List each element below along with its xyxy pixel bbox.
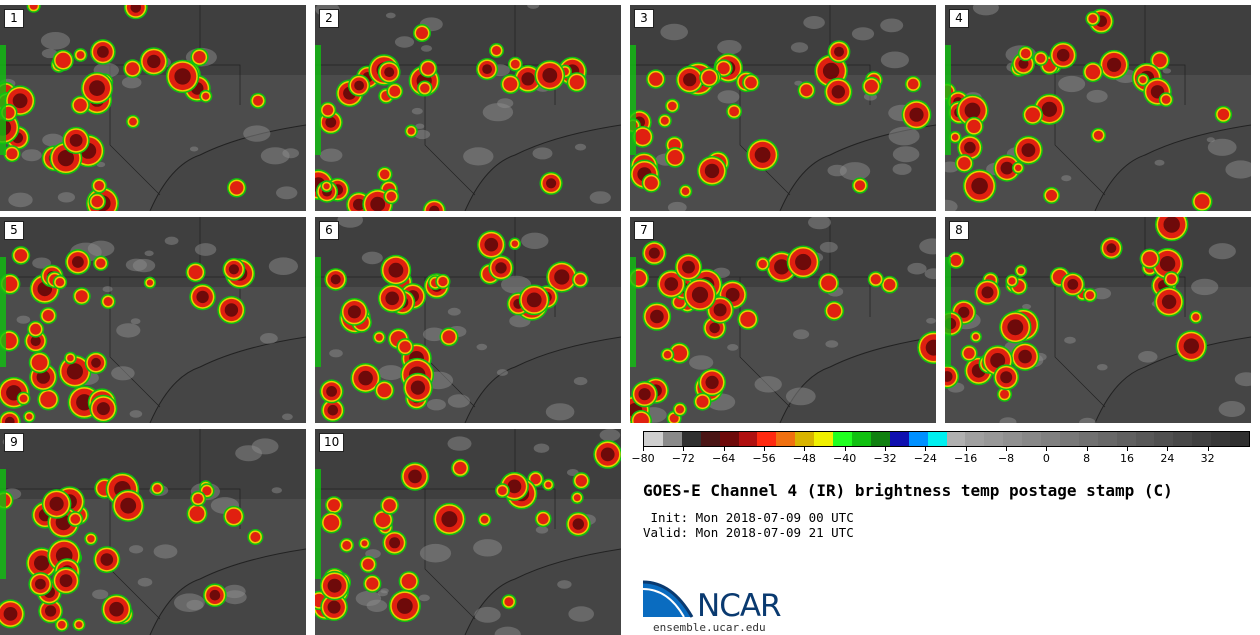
temperature-colorbar bbox=[643, 431, 1250, 447]
colorbar-segment bbox=[700, 432, 720, 446]
valid-time: Valid: Mon 2018-07-09 21 UTC bbox=[643, 525, 854, 540]
colorbar-tick-label: −72 bbox=[671, 452, 695, 465]
colorbar-segment bbox=[927, 432, 947, 446]
colorbar-tick bbox=[925, 447, 927, 451]
colorbar-tick bbox=[643, 447, 644, 451]
colorbar-tick bbox=[1167, 447, 1169, 451]
panel-number-label: 2 bbox=[319, 9, 339, 28]
website-url: ensemble.ucar.edu bbox=[653, 621, 766, 634]
colorbar-tick-label: −8 bbox=[997, 452, 1015, 465]
colorbar-segment bbox=[1116, 432, 1136, 446]
init-time: Init: Mon 2018-07-09 00 UTC bbox=[643, 510, 854, 525]
postage-stamp-panel: 10 bbox=[315, 429, 621, 635]
colorbar-segment bbox=[851, 432, 871, 446]
colorbar-segment bbox=[965, 432, 985, 446]
colorbar-segment bbox=[1003, 432, 1023, 446]
colorbar-tick-label: −48 bbox=[792, 452, 816, 465]
colorbar-segment bbox=[1022, 432, 1042, 446]
panel-number-label: 10 bbox=[319, 433, 345, 452]
colorbar-segment bbox=[795, 432, 815, 446]
postage-stamp-panel: 2 bbox=[315, 5, 621, 211]
colorbar-tick-label: 16 bbox=[1120, 452, 1134, 465]
panel-number-label: 8 bbox=[949, 221, 969, 240]
panel-number-label: 3 bbox=[634, 9, 654, 28]
postage-stamp-panel: 9 bbox=[0, 429, 306, 635]
panel-number-label: 1 bbox=[4, 9, 24, 28]
colorbar-ticks: −80 −72 −64 −56 −48 −40 −32 −24 −16 −8 0 8 16 24 32 bbox=[631, 447, 1248, 467]
colorbar-segment bbox=[1154, 432, 1174, 446]
colorbar-segment bbox=[1230, 432, 1249, 446]
colorbar-tick bbox=[1006, 447, 1007, 451]
colorbar-segment bbox=[681, 432, 701, 446]
colorbar-segment bbox=[1041, 432, 1060, 446]
colorbar-tick-label: 32 bbox=[1200, 452, 1215, 465]
colorbar-tick-label: −16 bbox=[954, 452, 978, 465]
colorbar-segment bbox=[757, 432, 777, 446]
colorbar-tick-label: 8 bbox=[1083, 452, 1091, 465]
colorbar-segment bbox=[776, 432, 796, 446]
figure-title: GOES-E Channel 4 (IR) brightness temp po… bbox=[643, 481, 1173, 500]
ncar-logo-text: NCAR bbox=[697, 588, 782, 624]
colorbar-tick bbox=[1046, 447, 1048, 451]
colorbar-segment bbox=[1097, 432, 1117, 446]
colorbar-segment bbox=[946, 432, 966, 446]
colorbar-tick-label: −40 bbox=[833, 452, 857, 465]
postage-stamp-panel: 1 bbox=[0, 5, 306, 211]
colorbar-tick bbox=[885, 447, 886, 451]
colorbar-segment bbox=[870, 432, 890, 446]
panel-number-label: 5 bbox=[4, 221, 24, 240]
colorbar-tick bbox=[1127, 447, 1128, 451]
colorbar-tick-label: 0 bbox=[1042, 452, 1050, 465]
colorbar-tick-label: −32 bbox=[873, 452, 897, 465]
colorbar-segment bbox=[814, 432, 834, 446]
colorbar-tick-label: −56 bbox=[752, 452, 776, 465]
colorbar-segment bbox=[662, 432, 682, 446]
colorbar-tick bbox=[1207, 447, 1209, 451]
colorbar-tick-label: −80 bbox=[631, 452, 655, 465]
colorbar-segment bbox=[719, 432, 739, 446]
colorbar-tick bbox=[723, 447, 725, 451]
colorbar-segment bbox=[1211, 432, 1231, 446]
colorbar-segment bbox=[833, 432, 852, 446]
colorbar-segment bbox=[889, 432, 909, 446]
postage-stamp-panel: 5 bbox=[0, 217, 306, 423]
colorbar-tick bbox=[844, 447, 846, 451]
postage-stamp-panel: 7 bbox=[630, 217, 936, 423]
colorbar-segment bbox=[1135, 432, 1155, 446]
colorbar-tick-label: 24 bbox=[1160, 452, 1175, 465]
colorbar-segment bbox=[1192, 432, 1212, 446]
colorbar-tick-label: −24 bbox=[913, 452, 937, 465]
colorbar-tick bbox=[965, 447, 967, 451]
postage-stamp-panel: 4 bbox=[945, 5, 1251, 211]
colorbar-segment bbox=[1173, 432, 1193, 446]
colorbar-segment bbox=[984, 432, 1004, 446]
colorbar-segment bbox=[908, 432, 928, 446]
postage-stamp-panel: 3 bbox=[630, 5, 936, 211]
colorbar-segment bbox=[738, 432, 758, 446]
colorbar-segment bbox=[644, 432, 663, 446]
colorbar-tick bbox=[764, 447, 765, 451]
panel-number-label: 4 bbox=[949, 9, 969, 28]
ncar-logo-icon bbox=[642, 580, 694, 618]
colorbar-tick bbox=[804, 447, 806, 451]
panel-number-label: 9 bbox=[4, 433, 24, 452]
postage-stamp-panel: 6 bbox=[315, 217, 621, 423]
postage-stamp-panel: 8 bbox=[945, 217, 1251, 423]
colorbar-segment bbox=[1078, 432, 1098, 446]
colorbar-segment bbox=[1059, 432, 1079, 446]
colorbar-tick bbox=[683, 447, 685, 451]
panel-number-label: 7 bbox=[634, 221, 654, 240]
panel-number-label: 6 bbox=[319, 221, 339, 240]
colorbar-tick-label: −64 bbox=[712, 452, 736, 465]
colorbar-tick bbox=[1086, 447, 1088, 451]
